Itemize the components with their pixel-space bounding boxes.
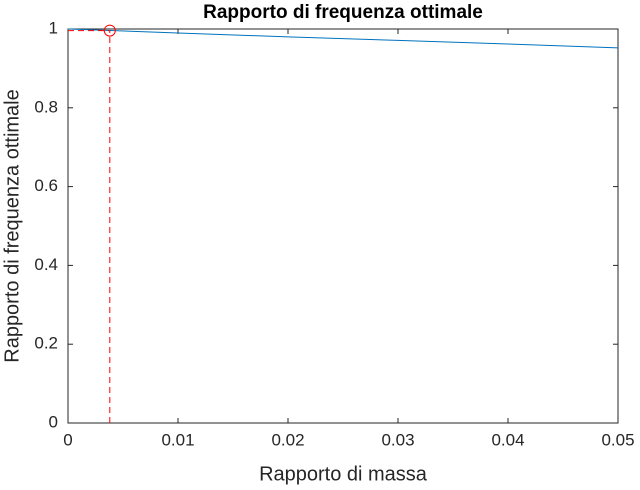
y-axis-label: Rapporto di frequenza ottimale — [1, 89, 23, 363]
optimum-marker — [103, 24, 116, 37]
plot-box — [67, 28, 619, 424]
data-line — [67, 28, 619, 49]
y-tick-label: 0 — [49, 412, 58, 431]
y-tick-label: 0.4 — [34, 255, 58, 274]
x-axis-label: Rapporto di massa — [259, 463, 428, 485]
y-tick-label: 0.2 — [34, 334, 58, 353]
chart-title: Rapporto di frequenza ottimale — [203, 2, 483, 23]
x-tick-label: 0.05 — [601, 430, 634, 449]
y-tick-label: 1 — [49, 18, 58, 37]
x-tick-label: 0.01 — [161, 430, 194, 449]
y-tick-label: 0.6 — [34, 176, 58, 195]
x-tick-label: 0 — [63, 430, 72, 449]
x-tick-label: 0.03 — [381, 430, 414, 449]
x-tick-label: 0.02 — [271, 430, 304, 449]
y-tick-label: 0.8 — [34, 97, 58, 116]
x-tick-label: 0.04 — [491, 430, 524, 449]
